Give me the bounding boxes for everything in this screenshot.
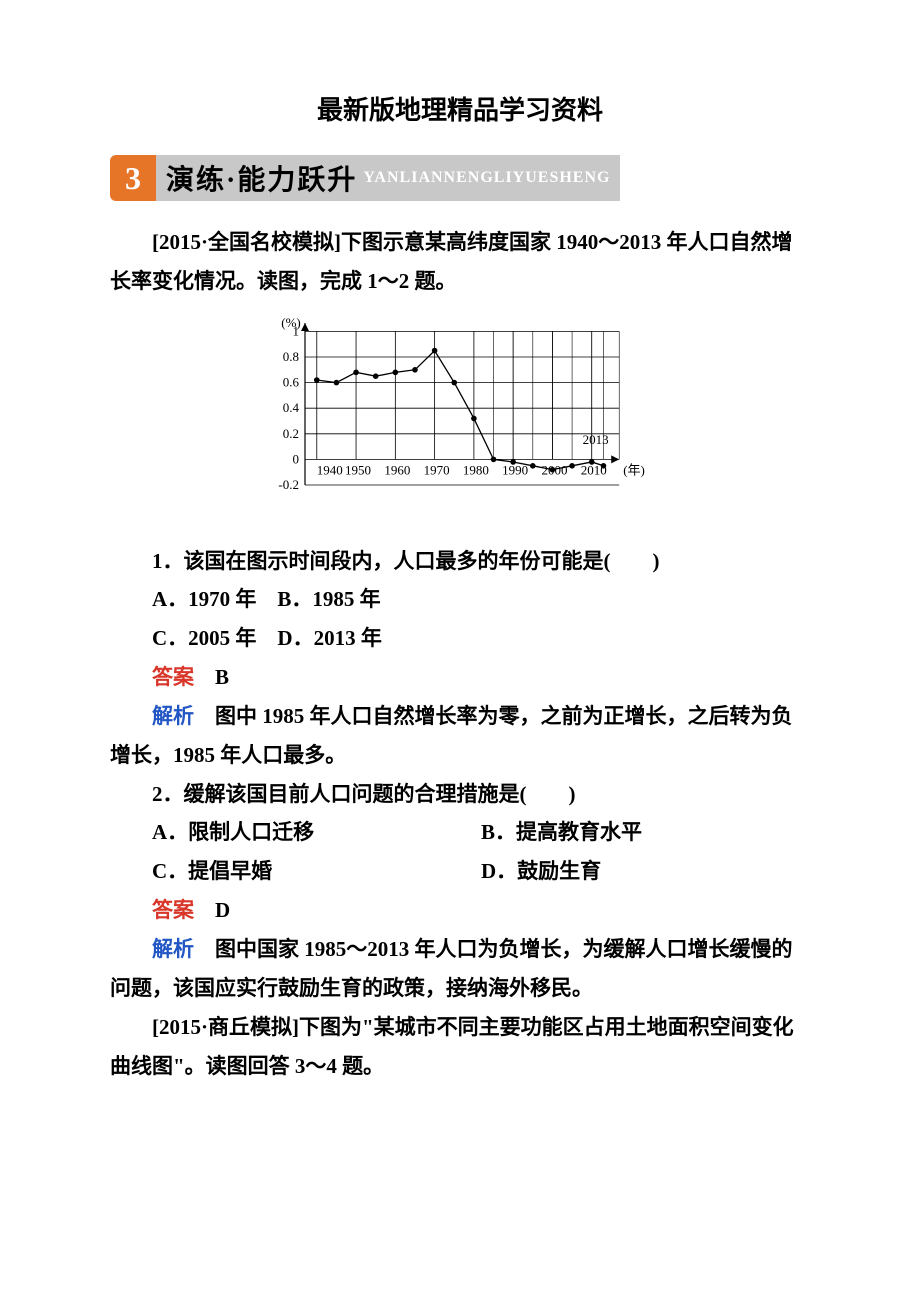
svg-text:0: 0 bbox=[293, 451, 300, 466]
intro-1-prefix: [2015·全国名校模拟] bbox=[152, 230, 341, 254]
q1-answer-line: 答案 B bbox=[110, 658, 810, 697]
q2-stem: 2．缓解该国目前人口问题的合理措施是( ) bbox=[110, 775, 810, 814]
q1-analysis-line: 解析 图中 1985 年人口自然增长率为零，之前为正增长，之后转为负增长，198… bbox=[110, 697, 810, 775]
banner-pinyin: YANLIANNENGLIYUESHENG bbox=[363, 169, 610, 187]
intro-2-prefix: [2015·商丘模拟] bbox=[152, 1015, 299, 1039]
q2-opt-d: D．鼓励生育 bbox=[481, 852, 810, 891]
svg-text:1960: 1960 bbox=[384, 462, 410, 477]
q2-analysis: 图中国家 1985～2013 年人口为负增长，为缓解人口增长缓慢的问题，该国应实… bbox=[110, 937, 793, 1000]
page-title: 最新版地理精品学习资料 bbox=[110, 90, 810, 127]
svg-text:0.6: 0.6 bbox=[283, 374, 300, 389]
analysis-label: 解析 bbox=[152, 704, 194, 728]
banner-number: 3 bbox=[110, 155, 156, 201]
svg-text:1980: 1980 bbox=[463, 462, 489, 477]
q1-stem: 1．该国在图示时间段内，人口最多的年份可能是( ) bbox=[110, 542, 810, 581]
svg-text:-0.2: -0.2 bbox=[278, 477, 299, 492]
q1-opt-a: A．1970 年 bbox=[152, 587, 256, 611]
q1-analysis: 图中 1985 年人口自然增长率为零，之前为正增长，之后转为负增长，1985 年… bbox=[110, 704, 793, 767]
body-text: [2015·全国名校模拟]下图示意某高纬度国家 1940～2013 年人口自然增… bbox=[110, 223, 810, 1085]
q1-options-ab: A．1970 年 B．1985 年 bbox=[110, 580, 810, 619]
banner-title-text: 演练·能力跃升 bbox=[166, 158, 357, 198]
chart-container: -0.200.20.40.60.811940195019601970198019… bbox=[110, 313, 810, 526]
q2-opt-a: A．限制人口迁移 bbox=[152, 813, 481, 852]
banner-title: 演练·能力跃升 YANLIANNENGLIYUESHENG bbox=[156, 155, 620, 201]
svg-text:1950: 1950 bbox=[345, 462, 371, 477]
page: 最新版地理精品学习资料 3 演练·能力跃升 YANLIANNENGLIYUESH… bbox=[0, 0, 920, 1302]
q1-answer: B bbox=[215, 665, 229, 689]
intro-1: [2015·全国名校模拟]下图示意某高纬度国家 1940～2013 年人口自然增… bbox=[110, 223, 810, 301]
q2-opt-c: C．提倡早婚 bbox=[152, 852, 481, 891]
svg-text:0.2: 0.2 bbox=[283, 425, 299, 440]
svg-text:1970: 1970 bbox=[424, 462, 450, 477]
q2-options-ab: A．限制人口迁移 B．提高教育水平 bbox=[152, 813, 810, 852]
answer-label: 答案 bbox=[152, 665, 194, 689]
q2-opt-b: B．提高教育水平 bbox=[481, 813, 810, 852]
intro-2: [2015·商丘模拟]下图为"某城市不同主要功能区占用土地面积空间变化曲线图"。… bbox=[110, 1008, 810, 1086]
analysis-label: 解析 bbox=[152, 937, 194, 961]
q2-options-cd: C．提倡早婚 D．鼓励生育 bbox=[152, 852, 810, 891]
q1-opt-c: C．2005 年 bbox=[152, 626, 256, 650]
svg-text:(%): (%) bbox=[281, 315, 301, 330]
q2-analysis-line: 解析 图中国家 1985～2013 年人口为负增长，为缓解人口增长缓慢的问题，该… bbox=[110, 930, 810, 1008]
q1-opt-d: D．2013 年 bbox=[277, 626, 381, 650]
svg-text:0.4: 0.4 bbox=[283, 400, 300, 415]
svg-text:0.8: 0.8 bbox=[283, 349, 299, 364]
q2-answer: D bbox=[215, 898, 230, 922]
section-banner: 3 演练·能力跃升 YANLIANNENGLIYUESHENG bbox=[110, 155, 810, 201]
q1-options-cd: C．2005 年 D．2013 年 bbox=[110, 619, 810, 658]
svg-text:2013: 2013 bbox=[583, 432, 609, 447]
population-chart: -0.200.20.40.60.811940195019601970198019… bbox=[255, 313, 665, 513]
answer-label: 答案 bbox=[152, 898, 194, 922]
q1-opt-b: B．1985 年 bbox=[277, 587, 380, 611]
q2-answer-line: 答案 D bbox=[110, 891, 810, 930]
svg-text:1940: 1940 bbox=[317, 462, 343, 477]
svg-text:(年): (年) bbox=[623, 462, 645, 477]
